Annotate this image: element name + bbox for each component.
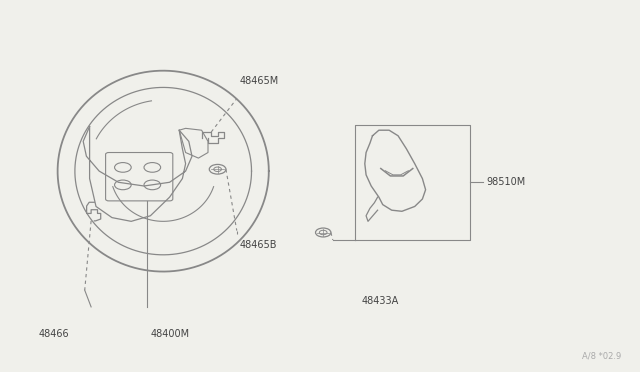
Text: 48465B: 48465B <box>240 240 278 250</box>
Text: 48466: 48466 <box>38 329 69 339</box>
Text: A/8 *02.9: A/8 *02.9 <box>582 352 621 361</box>
Text: 48400M: 48400M <box>150 329 189 339</box>
Text: 48465M: 48465M <box>240 76 279 86</box>
Text: 48433A: 48433A <box>362 296 399 306</box>
Text: 98510M: 98510M <box>486 177 525 187</box>
